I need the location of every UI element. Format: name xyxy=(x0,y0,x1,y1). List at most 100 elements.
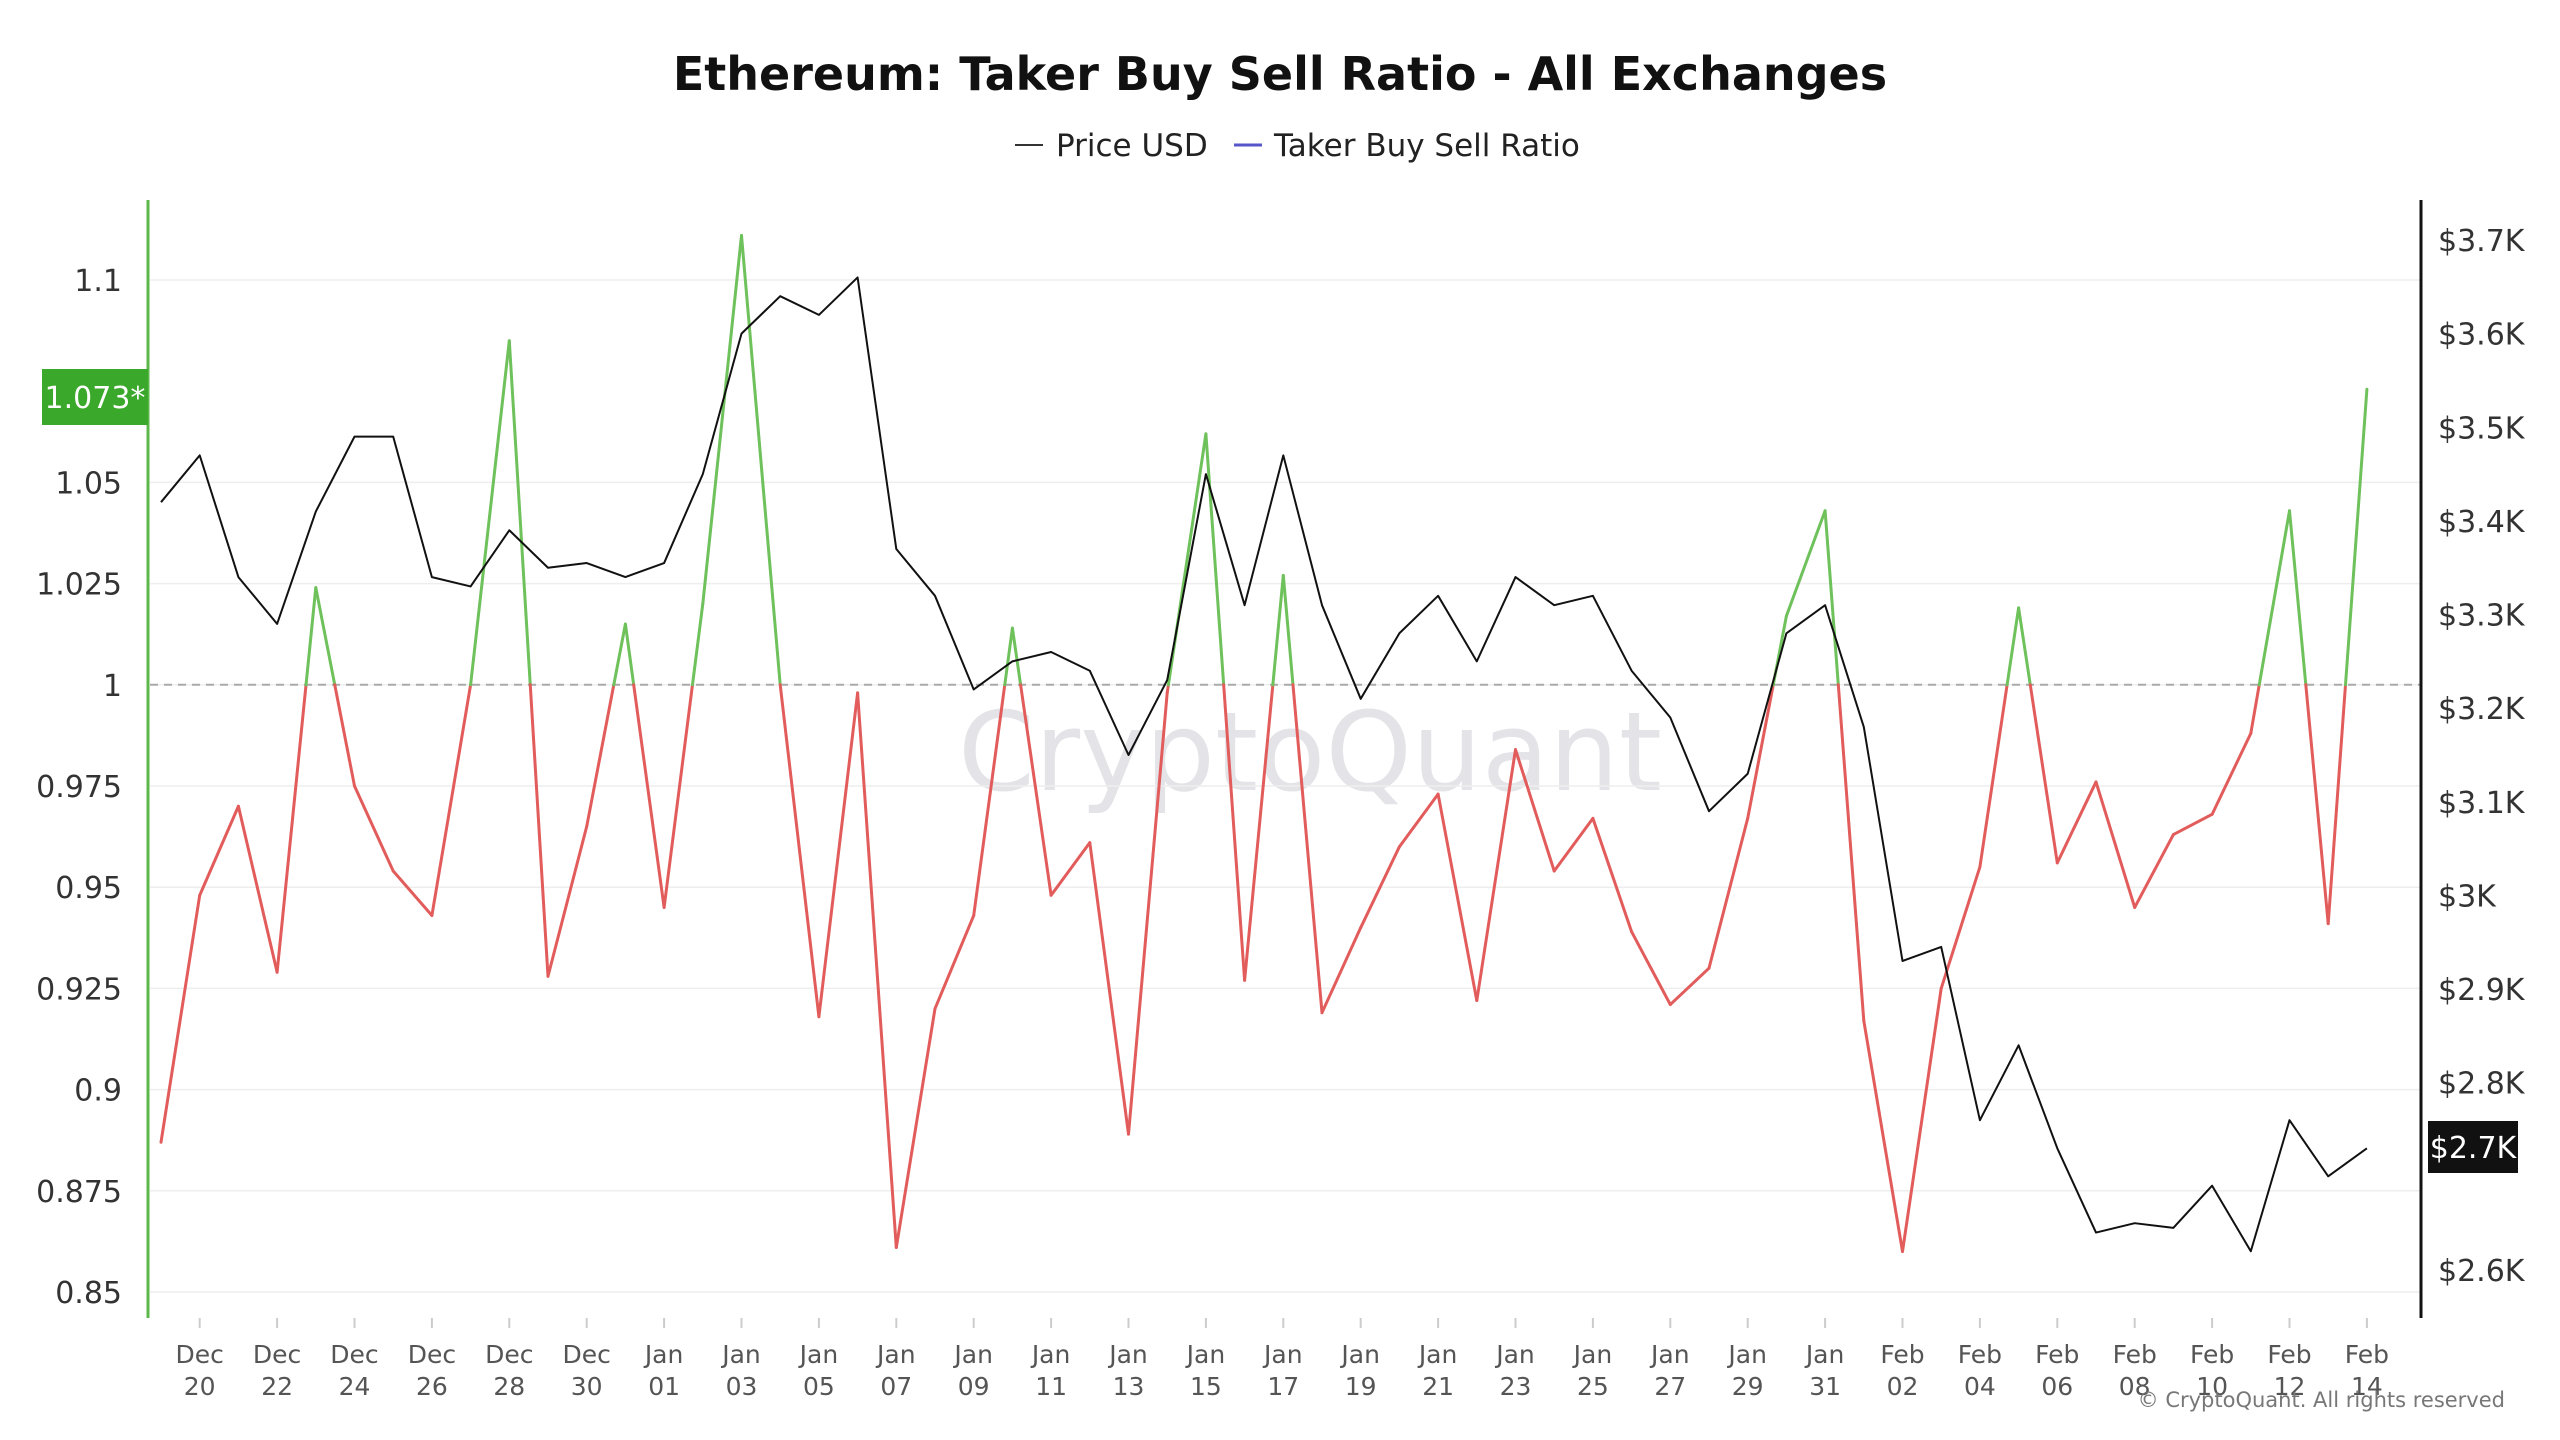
ratio-segment xyxy=(1003,626,1014,687)
legend-item-price[interactable]: Price USD xyxy=(1015,128,1208,164)
x-tick-label-month: Jan xyxy=(1417,1340,1458,1369)
left-axis-ticks: 0.85 0.875 0.9 0.925 0.95 0.975 1 1.025 1.05 1.1 xyxy=(36,264,122,1311)
series xyxy=(159,233,2369,1254)
x-tick-label-day: 28 xyxy=(493,1372,525,1401)
x-tick-label-month: Dec xyxy=(408,1340,456,1369)
ratio-segment xyxy=(1939,865,1982,990)
right-tick-label: $3.4K xyxy=(2438,505,2526,540)
ratio-segment xyxy=(894,1007,937,1249)
ratio-segment xyxy=(1668,966,1711,1007)
watermark: CryptoQuant xyxy=(958,688,1662,816)
x-tick-label-month: Feb xyxy=(2035,1340,2079,1369)
x-tick-label-month: Jan xyxy=(1107,1340,1148,1369)
x-tick-label-month: Jan xyxy=(798,1340,839,1369)
left-tick-label: 0.925 xyxy=(36,972,122,1007)
ratio-segment xyxy=(1862,1019,1904,1254)
legend-label-price: Price USD xyxy=(1056,128,1208,164)
ratio-segment xyxy=(1222,683,1247,982)
x-tick-label-month: Jan xyxy=(1726,1340,1767,1369)
ratio-segment xyxy=(1591,816,1634,934)
ratio-segment xyxy=(1019,683,1053,897)
x-tick-label-month: Jan xyxy=(1649,1340,1690,1369)
ratio-segment xyxy=(391,869,434,918)
x-axis-ticks: Dec 20 Dec 22 Dec 24 Dec 26 Dec 28 Dec 30 Jan 01 Jan 03… xyxy=(176,1318,2389,1401)
x-tick-label-day: 22 xyxy=(261,1372,293,1401)
grid xyxy=(150,279,2420,1293)
x-tick-label-day: 15 xyxy=(1190,1372,1222,1401)
left-tick-label: 0.975 xyxy=(36,770,122,805)
ratio-segment xyxy=(933,914,976,1011)
ratio-segment xyxy=(2133,833,2175,909)
ratio-segment xyxy=(2304,683,2330,926)
x-tick-label-day: 24 xyxy=(339,1372,371,1401)
x-tick-label-day: 30 xyxy=(571,1372,603,1401)
ratio-segment xyxy=(2028,683,2059,865)
ratio-segment xyxy=(2326,683,2347,926)
ratio-segment xyxy=(2017,606,2032,687)
x-tick-label-month: Jan xyxy=(720,1340,761,1369)
ratio-segment xyxy=(1823,509,1840,687)
ratio-segment xyxy=(236,804,279,974)
ratio-segment xyxy=(1359,845,1401,930)
legend: Price USD Taker Buy Sell Ratio xyxy=(1015,128,1580,164)
x-tick-label-month: Feb xyxy=(1880,1340,1924,1369)
x-tick-label-month: Feb xyxy=(2345,1340,2389,1369)
x-tick-label-day: 23 xyxy=(1500,1372,1532,1401)
x-tick-label-month: Jan xyxy=(875,1340,916,1369)
current-price-badge-label: $2.7K xyxy=(2430,1131,2518,1166)
ratio-segment xyxy=(2257,509,2291,687)
left-tick-label: 0.875 xyxy=(36,1175,122,1210)
right-tick-label: $3.1K xyxy=(2438,786,2526,821)
ratio-segment xyxy=(2005,606,2021,687)
ratio-segment xyxy=(1514,748,1556,873)
left-tick-label: 1.05 xyxy=(55,466,122,501)
ratio-segment xyxy=(333,683,356,788)
x-tick-label-month: Jan xyxy=(1494,1340,1535,1369)
x-tick-label-day: 13 xyxy=(1113,1372,1145,1401)
x-tick-label-day: 19 xyxy=(1345,1372,1377,1401)
right-tick-label: $2.9K xyxy=(2438,973,2526,1008)
left-tick-label: 0.9 xyxy=(74,1074,122,1109)
x-tick-label-day: 08 xyxy=(2119,1372,2151,1401)
x-tick-label-month: Jan xyxy=(1804,1340,1845,1369)
right-tick-label: $3.5K xyxy=(2438,411,2526,446)
copyright: © CryptoQuant. All rights reserved xyxy=(2138,1388,2505,1412)
ratio-segment xyxy=(623,622,636,687)
ratio-segment xyxy=(1243,683,1275,982)
ratio-segment xyxy=(778,683,821,1019)
ratio-segment xyxy=(353,784,395,873)
price-line xyxy=(160,276,2368,1253)
ratio-segment xyxy=(1271,574,1285,687)
legend-item-ratio[interactable]: Taker Buy Sell Ratio xyxy=(1234,128,1580,164)
ratio-segment xyxy=(972,683,1007,918)
x-tick-label-day: 17 xyxy=(1267,1372,1299,1401)
ratio-segment xyxy=(1746,683,1775,820)
ratio-segment xyxy=(690,602,705,687)
x-tick-label-month: Dec xyxy=(253,1340,301,1369)
x-tick-label-month: Jan xyxy=(952,1340,993,1369)
x-tick-label-month: Feb xyxy=(2190,1340,2234,1369)
x-tick-label-month: Jan xyxy=(1185,1340,1226,1369)
x-tick-label-day: 11 xyxy=(1035,1372,1067,1401)
ratio-segment xyxy=(314,586,337,687)
x-tick-label-month: Feb xyxy=(1958,1340,2002,1369)
ratio-segment xyxy=(1836,683,1866,1023)
ratio-segment xyxy=(2055,780,2098,865)
x-tick-label-month: Jan xyxy=(1572,1340,1613,1369)
right-tick-label: $3K xyxy=(2438,879,2497,914)
x-tick-label-month: Feb xyxy=(2267,1340,2311,1369)
ratio-segment xyxy=(701,233,743,606)
x-tick-label-day: 10 xyxy=(2196,1372,2228,1401)
right-tick-label: $3.3K xyxy=(2438,599,2526,634)
x-tick-label-day: 06 xyxy=(2041,1372,2073,1401)
ratio-segment xyxy=(585,683,616,828)
x-tick-label-day: 12 xyxy=(2274,1372,2306,1401)
left-tick-label: 1.025 xyxy=(36,568,122,603)
left-tick-label: 1.1 xyxy=(74,264,122,299)
ratio-segment xyxy=(1291,683,1324,1015)
value-badges: 1.073* $2.7K xyxy=(42,369,2518,1173)
ratio-segment xyxy=(1552,816,1595,873)
x-tick-label-month: Dec xyxy=(563,1340,611,1369)
x-tick-label-day: 21 xyxy=(1422,1372,1454,1401)
